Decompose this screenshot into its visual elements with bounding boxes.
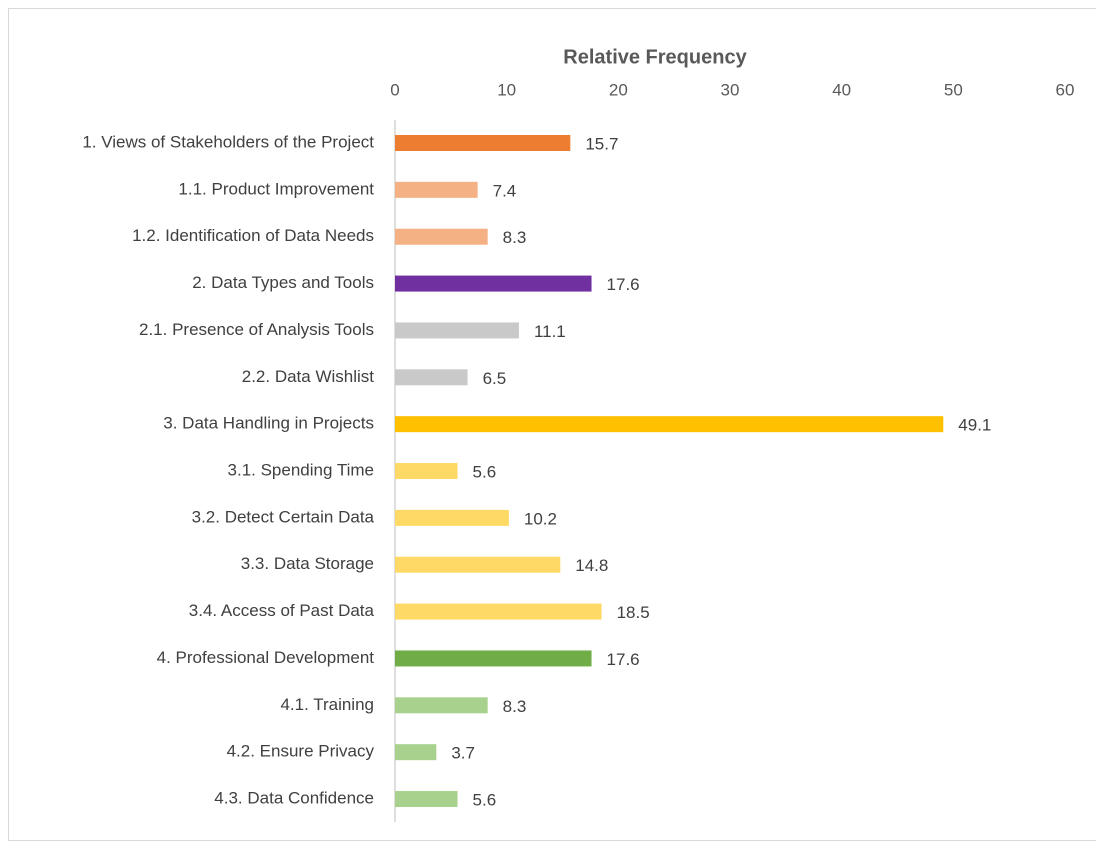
value-label: 8.3: [503, 228, 527, 247]
x-tick-label: 30: [721, 80, 740, 99]
value-label: 18.5: [617, 603, 650, 622]
x-tick-label: 60: [1056, 80, 1075, 99]
bar: [395, 135, 571, 151]
x-tick-label: 10: [497, 80, 516, 99]
x-tick-label: 0: [390, 80, 399, 99]
y-tick-label: 1.2. Identification of Data Needs: [132, 226, 374, 245]
bar: [395, 697, 488, 714]
value-label: 8.3: [503, 697, 527, 716]
y-tick-label: 3.3. Data Storage: [241, 554, 374, 573]
y-tick-label: 4.3. Data Confidence: [214, 789, 374, 808]
value-label: 5.6: [473, 463, 497, 482]
chart-border: [8, 8, 1096, 841]
value-label: 11.1: [534, 322, 566, 341]
y-tick-label: 3. Data Handling in Projects: [163, 414, 374, 433]
bar: [395, 416, 944, 433]
y-tick-label: 3.1. Spending Time: [228, 461, 374, 480]
y-tick-label: 2. Data Types and Tools: [192, 273, 374, 292]
value-label: 5.6: [473, 791, 497, 810]
bar: [395, 322, 519, 339]
bar: [395, 228, 488, 245]
bar: [395, 603, 602, 620]
value-label: 17.6: [607, 275, 640, 294]
bar: [395, 744, 437, 761]
y-tick-label: 3.4. Access of Past Data: [189, 601, 375, 620]
value-label: 15.7: [585, 134, 618, 153]
value-label: 3.7: [451, 744, 475, 763]
axis-title: Relative Frequency: [563, 46, 747, 68]
y-tick-label: 2.1. Presence of Analysis Tools: [139, 320, 374, 339]
value-label: 49.1: [958, 416, 991, 435]
y-tick-label: 2.2. Data Wishlist: [242, 367, 375, 386]
value-label: 7.4: [493, 181, 517, 200]
bar: [395, 650, 592, 667]
value-label: 10.2: [524, 509, 557, 528]
x-tick-label: 20: [609, 80, 628, 99]
bar: [395, 275, 592, 292]
y-tick-label: 1. Views of Stakeholders of the Project: [82, 132, 374, 151]
value-label: 6.5: [483, 369, 507, 388]
bar: [395, 509, 509, 526]
x-tick-label: 50: [944, 80, 963, 99]
y-tick-label: 4.1. Training: [280, 695, 374, 714]
y-tick-label: 4. Professional Development: [157, 648, 375, 667]
value-label: 17.6: [607, 650, 640, 669]
y-tick-label: 3.2. Detect Certain Data: [192, 507, 375, 526]
y-tick-label: 1.1. Product Improvement: [178, 179, 374, 198]
x-tick-label: 40: [832, 80, 851, 99]
y-tick-label: 4.2. Ensure Privacy: [227, 742, 375, 761]
bar: [395, 181, 478, 198]
bar: [395, 556, 561, 573]
bar: [395, 791, 458, 808]
bar: [395, 369, 468, 386]
bar: [395, 463, 458, 480]
value-label: 14.8: [575, 556, 608, 575]
